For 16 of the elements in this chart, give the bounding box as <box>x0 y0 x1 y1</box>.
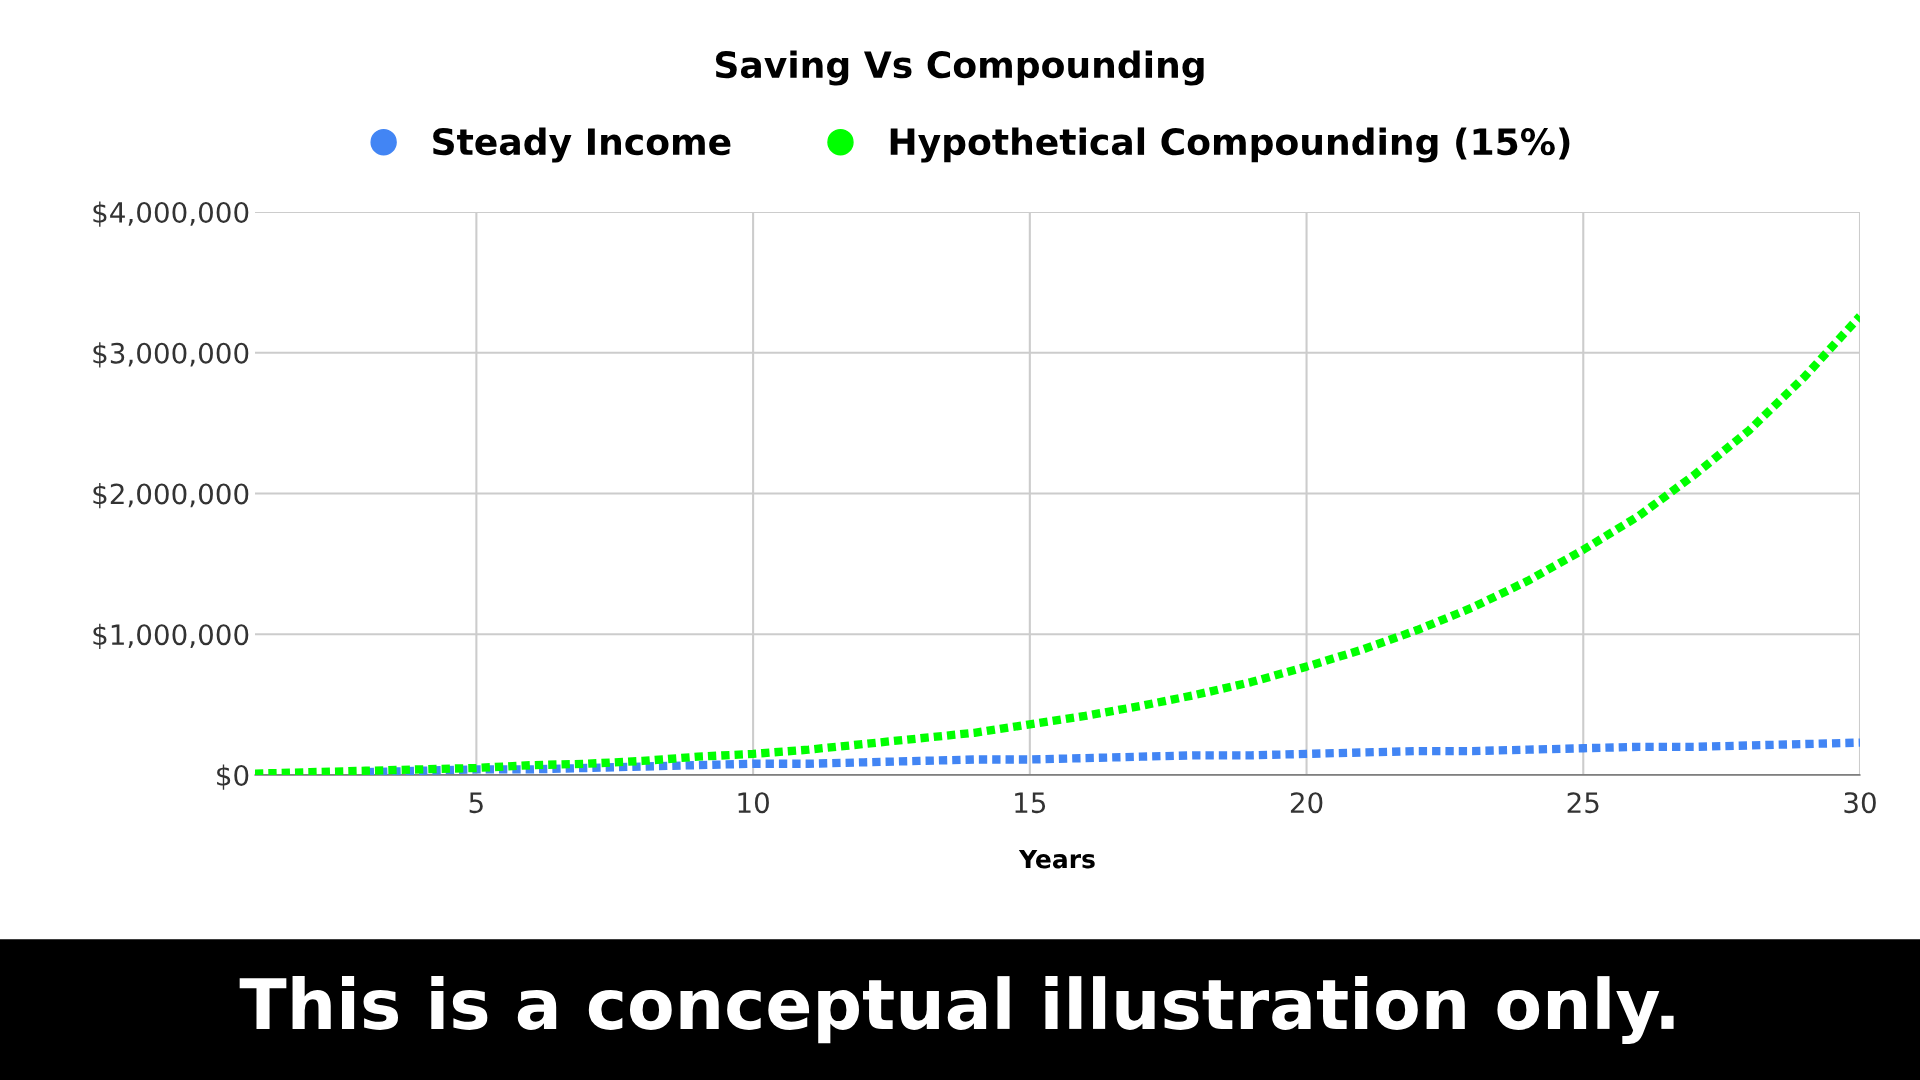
x-tick-label: 25 <box>1567 792 1599 814</box>
chart-title: Saving Vs Compounding <box>715 50 1204 86</box>
x-tick-label: 20 <box>1290 792 1323 814</box>
y-tick-label: $0 <box>217 764 249 790</box>
x-axis-title: Years <box>1018 849 1095 869</box>
y-tick-label: $3,000,000 <box>93 342 249 368</box>
x-tick-label: 10 <box>738 792 769 814</box>
legend-label: Steady Income <box>433 127 731 163</box>
legend-label: Hypothetical Compounding (15%) <box>890 127 1570 163</box>
x-tick-label: 15 <box>1015 792 1046 814</box>
x-tick-label: 5 <box>469 792 483 814</box>
y-tick-label: $1,000,000 <box>93 623 249 649</box>
y-tick-label: $2,000,000 <box>93 482 249 509</box>
x-tick-label: 30 <box>1844 792 1876 814</box>
text: This is a conceptual illustration only. <box>239 976 1674 1044</box>
y-tick-label: $4,000,000 <box>93 201 249 227</box>
